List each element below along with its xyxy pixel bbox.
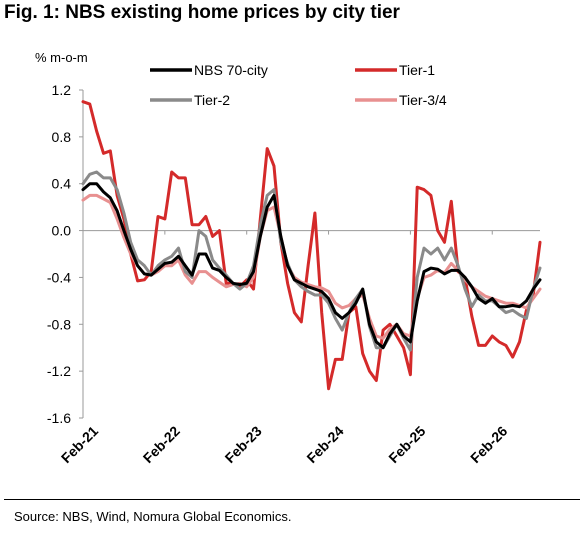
y-tick-label: 0.4 [52,176,72,192]
y-tick-label: 0.0 [52,223,72,239]
legend-label: NBS 70-city [194,62,268,78]
y-tick-label: 0.8 [52,129,72,145]
x-tick-label: Feb-26 [467,423,510,466]
x-tick-label: Feb-21 [58,423,101,466]
legend-label: Tier-3/4 [399,92,447,108]
y-tick-label: -0.8 [47,316,71,332]
y-axis-label: % m-o-m [35,50,88,65]
y-tick-label: -1.2 [47,363,71,379]
series-line-nbs-70-city [81,182,542,350]
series-line-tier-1 [81,100,542,391]
source-divider [4,499,580,500]
legend-label: Tier-2 [194,92,230,108]
x-tick-label: Feb-24 [303,423,346,466]
y-axis-ticks: 1.2 0.8 0.4 0.0 -0.4 -0.8 -1.2 -1.6 [47,82,83,426]
source-note: Source: NBS, Wind, Nomura Global Economi… [14,509,292,524]
y-tick-label: -0.4 [47,269,71,285]
y-tick-label: -1.6 [47,410,71,426]
legend-label: Tier-1 [399,62,435,78]
figure-title: Fig. 1: NBS existing home prices by city… [4,2,400,23]
y-tick-label: 1.2 [52,82,72,98]
x-tick-label: Feb-22 [140,423,183,466]
series-lines [81,100,542,391]
legend: NBS 70-city Tier-1 Tier-2 Tier-3/4 [150,62,447,108]
series-line-tier-2 [81,170,542,352]
x-tick-label: Feb-23 [222,423,265,466]
x-tick-label: Feb-25 [385,423,428,466]
